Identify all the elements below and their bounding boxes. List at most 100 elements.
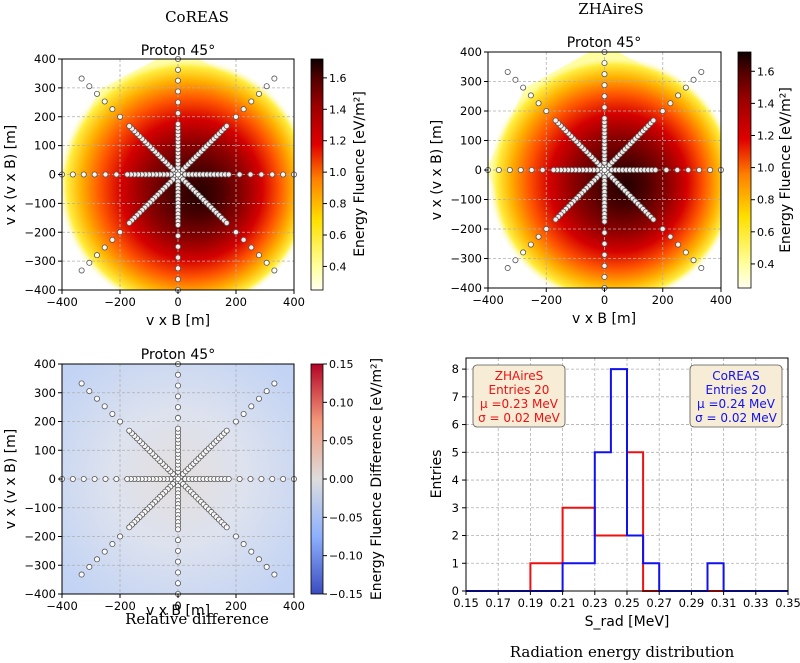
histogram-x-tick-label: 0.27 — [646, 596, 672, 610]
histogram-y-tick-label: 3 — [452, 501, 459, 515]
coreas-x-tick-label: 400 — [283, 295, 305, 309]
coreas-antenna — [117, 113, 124, 120]
section-title-coreas: CoREAS — [165, 8, 229, 26]
zhaires-antenna — [601, 251, 608, 258]
zhaires-antenna — [517, 166, 524, 173]
difference-antenna — [255, 556, 262, 563]
zhaires-antenna — [539, 166, 546, 173]
difference-antenna — [101, 548, 108, 555]
zhaires-x-tick-label: 0 — [601, 293, 608, 307]
coreas-y-tick-label: 400 — [34, 52, 56, 66]
zhaires-antenna — [698, 265, 705, 272]
zhaires-antenna — [652, 166, 659, 173]
histogram-y-tick-label: 4 — [452, 473, 459, 487]
histogram-x-tick-label: 0.21 — [550, 596, 576, 610]
coreas-x-tick-label: −200 — [104, 295, 136, 309]
zhaires-antenna — [535, 233, 542, 240]
difference-antenna — [124, 475, 131, 482]
difference-antenna — [174, 475, 181, 482]
coreas-fluence-panel: Proton 45° −400 −200 0 200 4004003002001000−… — [3, 43, 368, 329]
histogram-x-label: S_rad [MeV] — [585, 614, 670, 630]
coreas-antenna — [174, 110, 181, 117]
section-title-zhaires: ZHAireS — [578, 0, 643, 18]
coreas-antenna — [78, 267, 85, 274]
coreas-colorbar-tick-label: 1.6 — [329, 72, 347, 85]
difference-y-tick-label: −100 — [24, 501, 56, 515]
zhaires-antenna — [601, 71, 608, 78]
coreas-antenna — [248, 98, 255, 105]
coreas-antenna — [174, 88, 181, 95]
zhaires-antenna — [512, 257, 519, 264]
difference-y-tick-label: 0 — [49, 472, 56, 486]
zhaires-antenna — [663, 166, 670, 173]
difference-antenna — [117, 418, 124, 425]
coreas-colorbar-tick-label: 0.4 — [329, 260, 347, 273]
coreas-antenna — [94, 252, 101, 259]
zhaires-legend-entries: Entries 20 — [489, 383, 550, 397]
zhaires-antenna — [674, 166, 681, 173]
coreas-antenna — [124, 171, 131, 178]
zhaires-antenna — [685, 166, 692, 173]
zhaires-colorbar — [737, 51, 752, 289]
difference-antenna — [271, 380, 278, 387]
difference-antenna — [248, 403, 255, 410]
zhaires-antenna — [552, 216, 559, 223]
coreas-antenna — [269, 171, 276, 178]
section-title-energy-distribution: Radiation energy distribution — [510, 643, 735, 661]
difference-antenna — [258, 475, 265, 482]
zhaires-antenna — [506, 166, 513, 173]
difference-x-label: v x B [m] — [146, 603, 210, 619]
section-title-relative-difference: Relative difference — [125, 610, 269, 628]
difference-antenna — [247, 475, 254, 482]
difference-antenna — [174, 547, 181, 554]
coreas-antenna — [236, 171, 243, 178]
coreas-y-tick-label: 300 — [34, 81, 56, 95]
difference-colorbar-label: Energy Fluence Difference [eV/m²] — [369, 358, 385, 600]
difference-antenna — [91, 475, 98, 482]
zhaires-legend-background — [472, 364, 566, 428]
zhaires-x-tick-label: −200 — [530, 293, 562, 307]
coreas-antenna — [255, 90, 262, 97]
zhaires-colorbar-tick-label: 1.6 — [757, 65, 775, 78]
difference-y-label: v x (v x B) [m] — [3, 429, 19, 529]
coreas-antenna — [102, 171, 109, 178]
zhaires-antenna — [659, 225, 666, 232]
zhaires-antenna — [667, 100, 674, 107]
difference-antenna — [280, 475, 287, 482]
difference-antenna — [174, 404, 181, 411]
zhaires-antenna — [520, 249, 527, 256]
zhaires-legend-sigma: σ = 0.02 MeV — [478, 411, 561, 425]
coreas-y-tick-label: 200 — [34, 110, 56, 124]
histogram-y-tick-label: 1 — [452, 556, 459, 570]
zhaires-colorbar-tick-label: 1.0 — [757, 162, 775, 175]
coreas-antenna — [240, 236, 247, 243]
difference-y-tick-label: 200 — [34, 415, 56, 429]
zhaires-colorbar-tick-label: 0.4 — [757, 258, 775, 271]
zhaires-y-tick-label: 100 — [460, 134, 482, 148]
difference-colorbar-tick-label: 0.05 — [329, 435, 354, 448]
difference-antenna — [174, 558, 181, 565]
coreas-x-tick-label: 0 — [174, 295, 181, 309]
difference-antenna — [263, 563, 270, 570]
coreas-colorbar-label: Energy Fluence [eV/m²] — [352, 91, 368, 257]
zhaires-antenna — [659, 108, 666, 115]
zhaires-y-tick-label: −400 — [450, 281, 482, 295]
histogram-y-tick-label: 7 — [452, 390, 459, 404]
coreas-y-tick-label: −300 — [24, 254, 56, 268]
zhaires-antenna — [675, 92, 682, 99]
zhaires-antenna — [601, 262, 608, 269]
zhaires-colorbar-tick-label: 1.2 — [757, 129, 775, 142]
zhaires-x-tick-label: −400 — [472, 293, 504, 307]
zhaires-antenna — [543, 108, 550, 115]
coreas-antenna — [174, 66, 181, 73]
zhaires-antenna — [601, 166, 608, 173]
zhaires-antenna — [543, 225, 550, 232]
zhaires-antenna — [601, 229, 608, 236]
difference-x-tick-label: 200 — [225, 599, 247, 613]
zhaires-y-tick-label: 200 — [460, 104, 482, 118]
zhaires-colorbar-tick-label: 0.8 — [757, 194, 775, 207]
zhaires-y-tick-label: 0 — [475, 163, 482, 177]
difference-colorbar-tick-label: 0.15 — [329, 358, 354, 371]
zhaires-x-label: v x B [m] — [572, 311, 636, 327]
zhaires-antenna — [528, 166, 535, 173]
